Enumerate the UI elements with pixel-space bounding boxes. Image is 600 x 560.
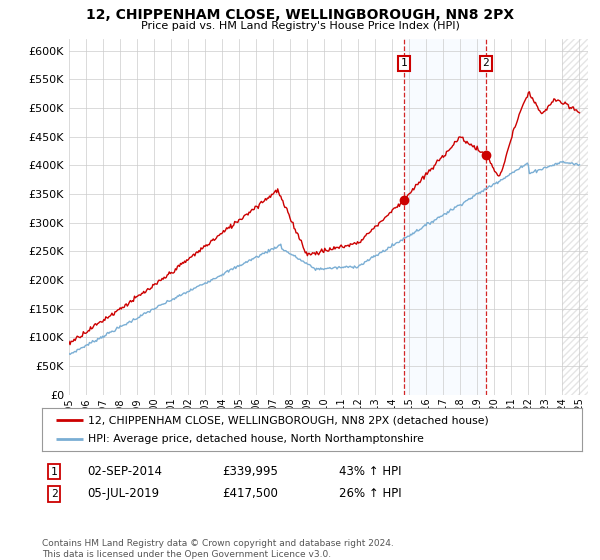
- Text: 02-SEP-2014: 02-SEP-2014: [87, 465, 162, 478]
- Text: 05-JUL-2019: 05-JUL-2019: [87, 487, 159, 501]
- Bar: [562, 39, 588, 395]
- Text: 2: 2: [482, 58, 489, 68]
- Text: HPI: Average price, detached house, North Northamptonshire: HPI: Average price, detached house, Nort…: [88, 435, 424, 444]
- Text: 1: 1: [400, 58, 407, 68]
- Text: 12, CHIPPENHAM CLOSE, WELLINGBOROUGH, NN8 2PX (detached house): 12, CHIPPENHAM CLOSE, WELLINGBOROUGH, NN…: [88, 415, 488, 425]
- Bar: [562, 39, 588, 395]
- Text: 43% ↑ HPI: 43% ↑ HPI: [339, 465, 401, 478]
- Text: Contains HM Land Registry data © Crown copyright and database right 2024.
This d: Contains HM Land Registry data © Crown c…: [42, 539, 394, 559]
- Text: 1: 1: [50, 466, 58, 477]
- Text: 12, CHIPPENHAM CLOSE, WELLINGBOROUGH, NN8 2PX: 12, CHIPPENHAM CLOSE, WELLINGBOROUGH, NN…: [86, 8, 514, 22]
- Text: 26% ↑ HPI: 26% ↑ HPI: [339, 487, 401, 501]
- Bar: [404, 39, 486, 395]
- Text: £339,995: £339,995: [222, 465, 278, 478]
- Text: 2: 2: [50, 489, 58, 499]
- Text: £417,500: £417,500: [222, 487, 278, 501]
- Text: Price paid vs. HM Land Registry's House Price Index (HPI): Price paid vs. HM Land Registry's House …: [140, 21, 460, 31]
